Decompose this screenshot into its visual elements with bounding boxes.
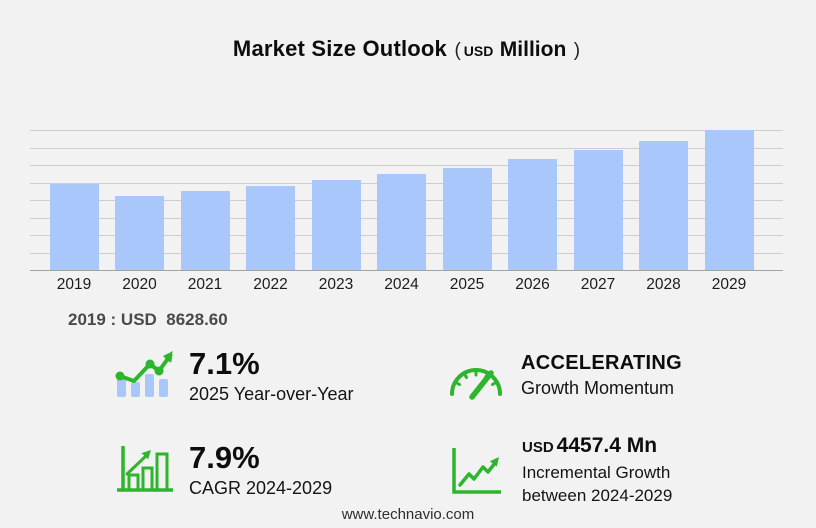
stat-incremental-currency: USD: [522, 439, 554, 456]
x-label-2027: 2027: [580, 276, 616, 293]
x-label-2023: 2023: [318, 276, 354, 293]
x-label-2024: 2024: [384, 276, 419, 293]
gridline: [30, 130, 783, 131]
x-label-2022: 2022: [253, 276, 288, 293]
line-growth-axes-icon: [452, 448, 501, 494]
stat-incremental-label: Incremental Growth between 2024-2029: [522, 462, 672, 508]
bar-2027: [573, 150, 623, 270]
stat-incremental-amount: 4457.4 Mn: [556, 434, 658, 457]
stat-yoy: 7.1% 2025 Year-over-Year: [113, 346, 354, 405]
x-label-2029: 2029: [711, 276, 747, 293]
title-currency-label: USD: [463, 43, 494, 59]
bar-2022: [246, 186, 295, 270]
stat-momentum-label: Growth Momentum: [521, 378, 675, 398]
bar-2024: [377, 174, 426, 270]
title-unit-label: Million: [499, 38, 567, 61]
bar-2028: [639, 140, 688, 270]
stat-cagr-label: CAGR 2024-2029: [189, 477, 333, 498]
x-label-2021: 2021: [187, 276, 223, 293]
gridline: [30, 147, 783, 149]
stat-incremental-value: USD 4457.4 Mn: [522, 434, 672, 457]
page-title: Market Size Outlook (USD Million ): [0, 36, 816, 62]
stat-cagr-value: 7.9%: [189, 440, 260, 475]
chart-x-labels: 2019 2020 2021 2022 2023 2024 2025 2026 2027 2028…: [30, 276, 783, 296]
stat-yoy-value: 7.1%: [189, 346, 260, 381]
x-axis-line: [30, 270, 783, 271]
bar-2020: [115, 195, 164, 270]
stat-incremental-label-line1: Incremental Growth: [522, 463, 671, 483]
bar-2025: [442, 167, 492, 270]
bar-chart-trend-icon: [115, 351, 173, 397]
x-label-2020: 2020: [122, 276, 157, 293]
stat-momentum: ACCELERATING Growth Momentum: [446, 352, 682, 400]
gridline: [30, 165, 783, 166]
x-label-2025: 2025: [449, 276, 485, 293]
title-paren-close: ): [573, 40, 581, 61]
stat-cagr: 7.9% CAGR 2024-2029: [113, 440, 333, 499]
bar-2023: [311, 180, 361, 270]
speedometer-icon: [450, 368, 502, 400]
x-label-2028: 2028: [646, 276, 681, 293]
growth-bars-arrow-icon: [117, 446, 173, 492]
bar-2026: [508, 159, 557, 270]
stat-momentum-value: ACCELERATING: [521, 352, 683, 374]
stat-yoy-label: 2025 Year-over-Year: [189, 383, 354, 404]
chart-plot-area: [30, 130, 783, 271]
x-label-2026: 2026: [515, 276, 550, 293]
bar-2021: [180, 191, 230, 270]
bar-2019: [49, 184, 99, 270]
stat-incremental: USD 4457.4 Mn Incremental Growth between …: [448, 434, 672, 508]
stat-incremental-label-line2: between 2024-2029: [522, 486, 673, 506]
footer-url[interactable]: www.technavio.com: [341, 506, 475, 523]
x-label-2019: 2019: [56, 276, 92, 293]
base-year-value: 2019 : USD 8628.60: [68, 310, 228, 329]
title-paren-open: (: [454, 40, 461, 61]
title-text: Market Size Outlook: [232, 36, 447, 61]
bar-2029: [704, 130, 754, 270]
